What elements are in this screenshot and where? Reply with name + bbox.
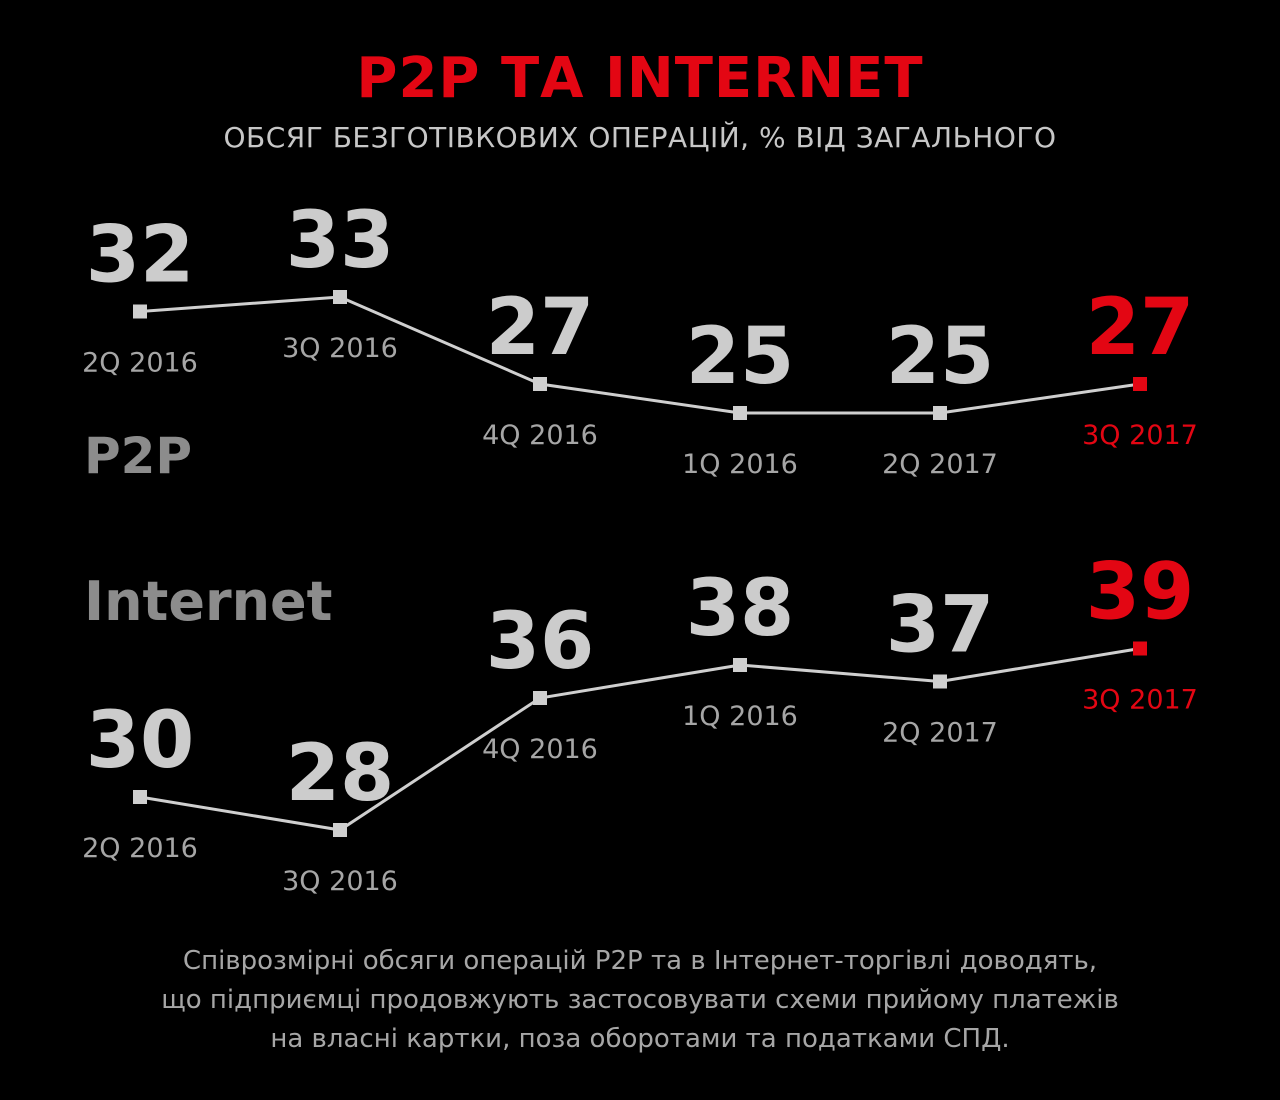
data-point bbox=[733, 658, 747, 672]
category-label: 1Q 2016 bbox=[682, 701, 798, 732]
data-point bbox=[1133, 641, 1147, 656]
data-label: 32 bbox=[86, 211, 195, 301]
category-label: 2Q 2016 bbox=[82, 348, 198, 379]
series-line bbox=[139, 647, 1141, 832]
category-label: 2Q 2017 bbox=[882, 718, 998, 749]
data-label: 27 bbox=[486, 283, 595, 373]
series-name: Internet bbox=[84, 570, 332, 633]
data-label: 25 bbox=[886, 312, 995, 402]
data-label: 27 bbox=[1086, 283, 1195, 373]
footer-caption: Співрозмірні обсяги операцій P2P та в Ін… bbox=[0, 942, 1280, 1059]
data-label: 39 bbox=[1086, 548, 1195, 638]
category-label: 3Q 2017 bbox=[1082, 420, 1198, 451]
category-label: 3Q 2017 bbox=[1082, 685, 1198, 716]
page-title: P2P ТА INTERNET bbox=[356, 46, 924, 111]
category-label: 2Q 2017 bbox=[882, 449, 998, 480]
series-line bbox=[139, 295, 1141, 415]
data-label: 25 bbox=[686, 312, 795, 402]
data-point bbox=[533, 377, 547, 391]
data-point bbox=[133, 790, 147, 804]
caption-line: Співрозмірні обсяги операцій P2P та в Ін… bbox=[182, 946, 1098, 976]
page-subtitle: ОБСЯГ БЕЗГОТІВКОВИХ ОПЕРАЦІЙ, % ВІД ЗАГА… bbox=[223, 121, 1057, 154]
category-label: 1Q 2016 bbox=[682, 449, 798, 480]
series-name: P2P bbox=[84, 427, 192, 485]
series-p2p: P2P 32 2Q 2016 33 3Q 2016 27 4Q 2016 25 1Q 2016 2… bbox=[82, 196, 1198, 485]
data-label: 36 bbox=[486, 597, 595, 687]
category-label: 4Q 2016 bbox=[482, 420, 598, 451]
caption-line: на власні картки, поза оборотами та пода… bbox=[270, 1024, 1010, 1054]
category-label: 4Q 2016 bbox=[482, 734, 598, 765]
series-internet: Internet 30 2Q 2016 28 3Q 2016 36 4Q 2016 38 1Q … bbox=[82, 548, 1198, 898]
category-label: 3Q 2016 bbox=[282, 333, 398, 364]
data-point bbox=[533, 691, 547, 705]
caption-line: що підприємці продовжують застосовувати … bbox=[161, 985, 1119, 1015]
data-label: 33 bbox=[286, 196, 395, 286]
data-label: 30 bbox=[86, 696, 195, 786]
category-label: 3Q 2016 bbox=[282, 866, 398, 897]
data-point bbox=[733, 406, 747, 420]
data-label: 38 bbox=[686, 564, 795, 654]
data-point bbox=[1133, 377, 1147, 391]
data-point bbox=[933, 406, 947, 420]
data-label: 37 bbox=[886, 581, 995, 671]
data-point bbox=[333, 823, 347, 837]
data-point bbox=[333, 290, 347, 304]
data-label: 28 bbox=[286, 729, 395, 819]
category-label: 2Q 2016 bbox=[82, 833, 198, 864]
data-point bbox=[133, 304, 147, 319]
data-point bbox=[933, 674, 947, 689]
